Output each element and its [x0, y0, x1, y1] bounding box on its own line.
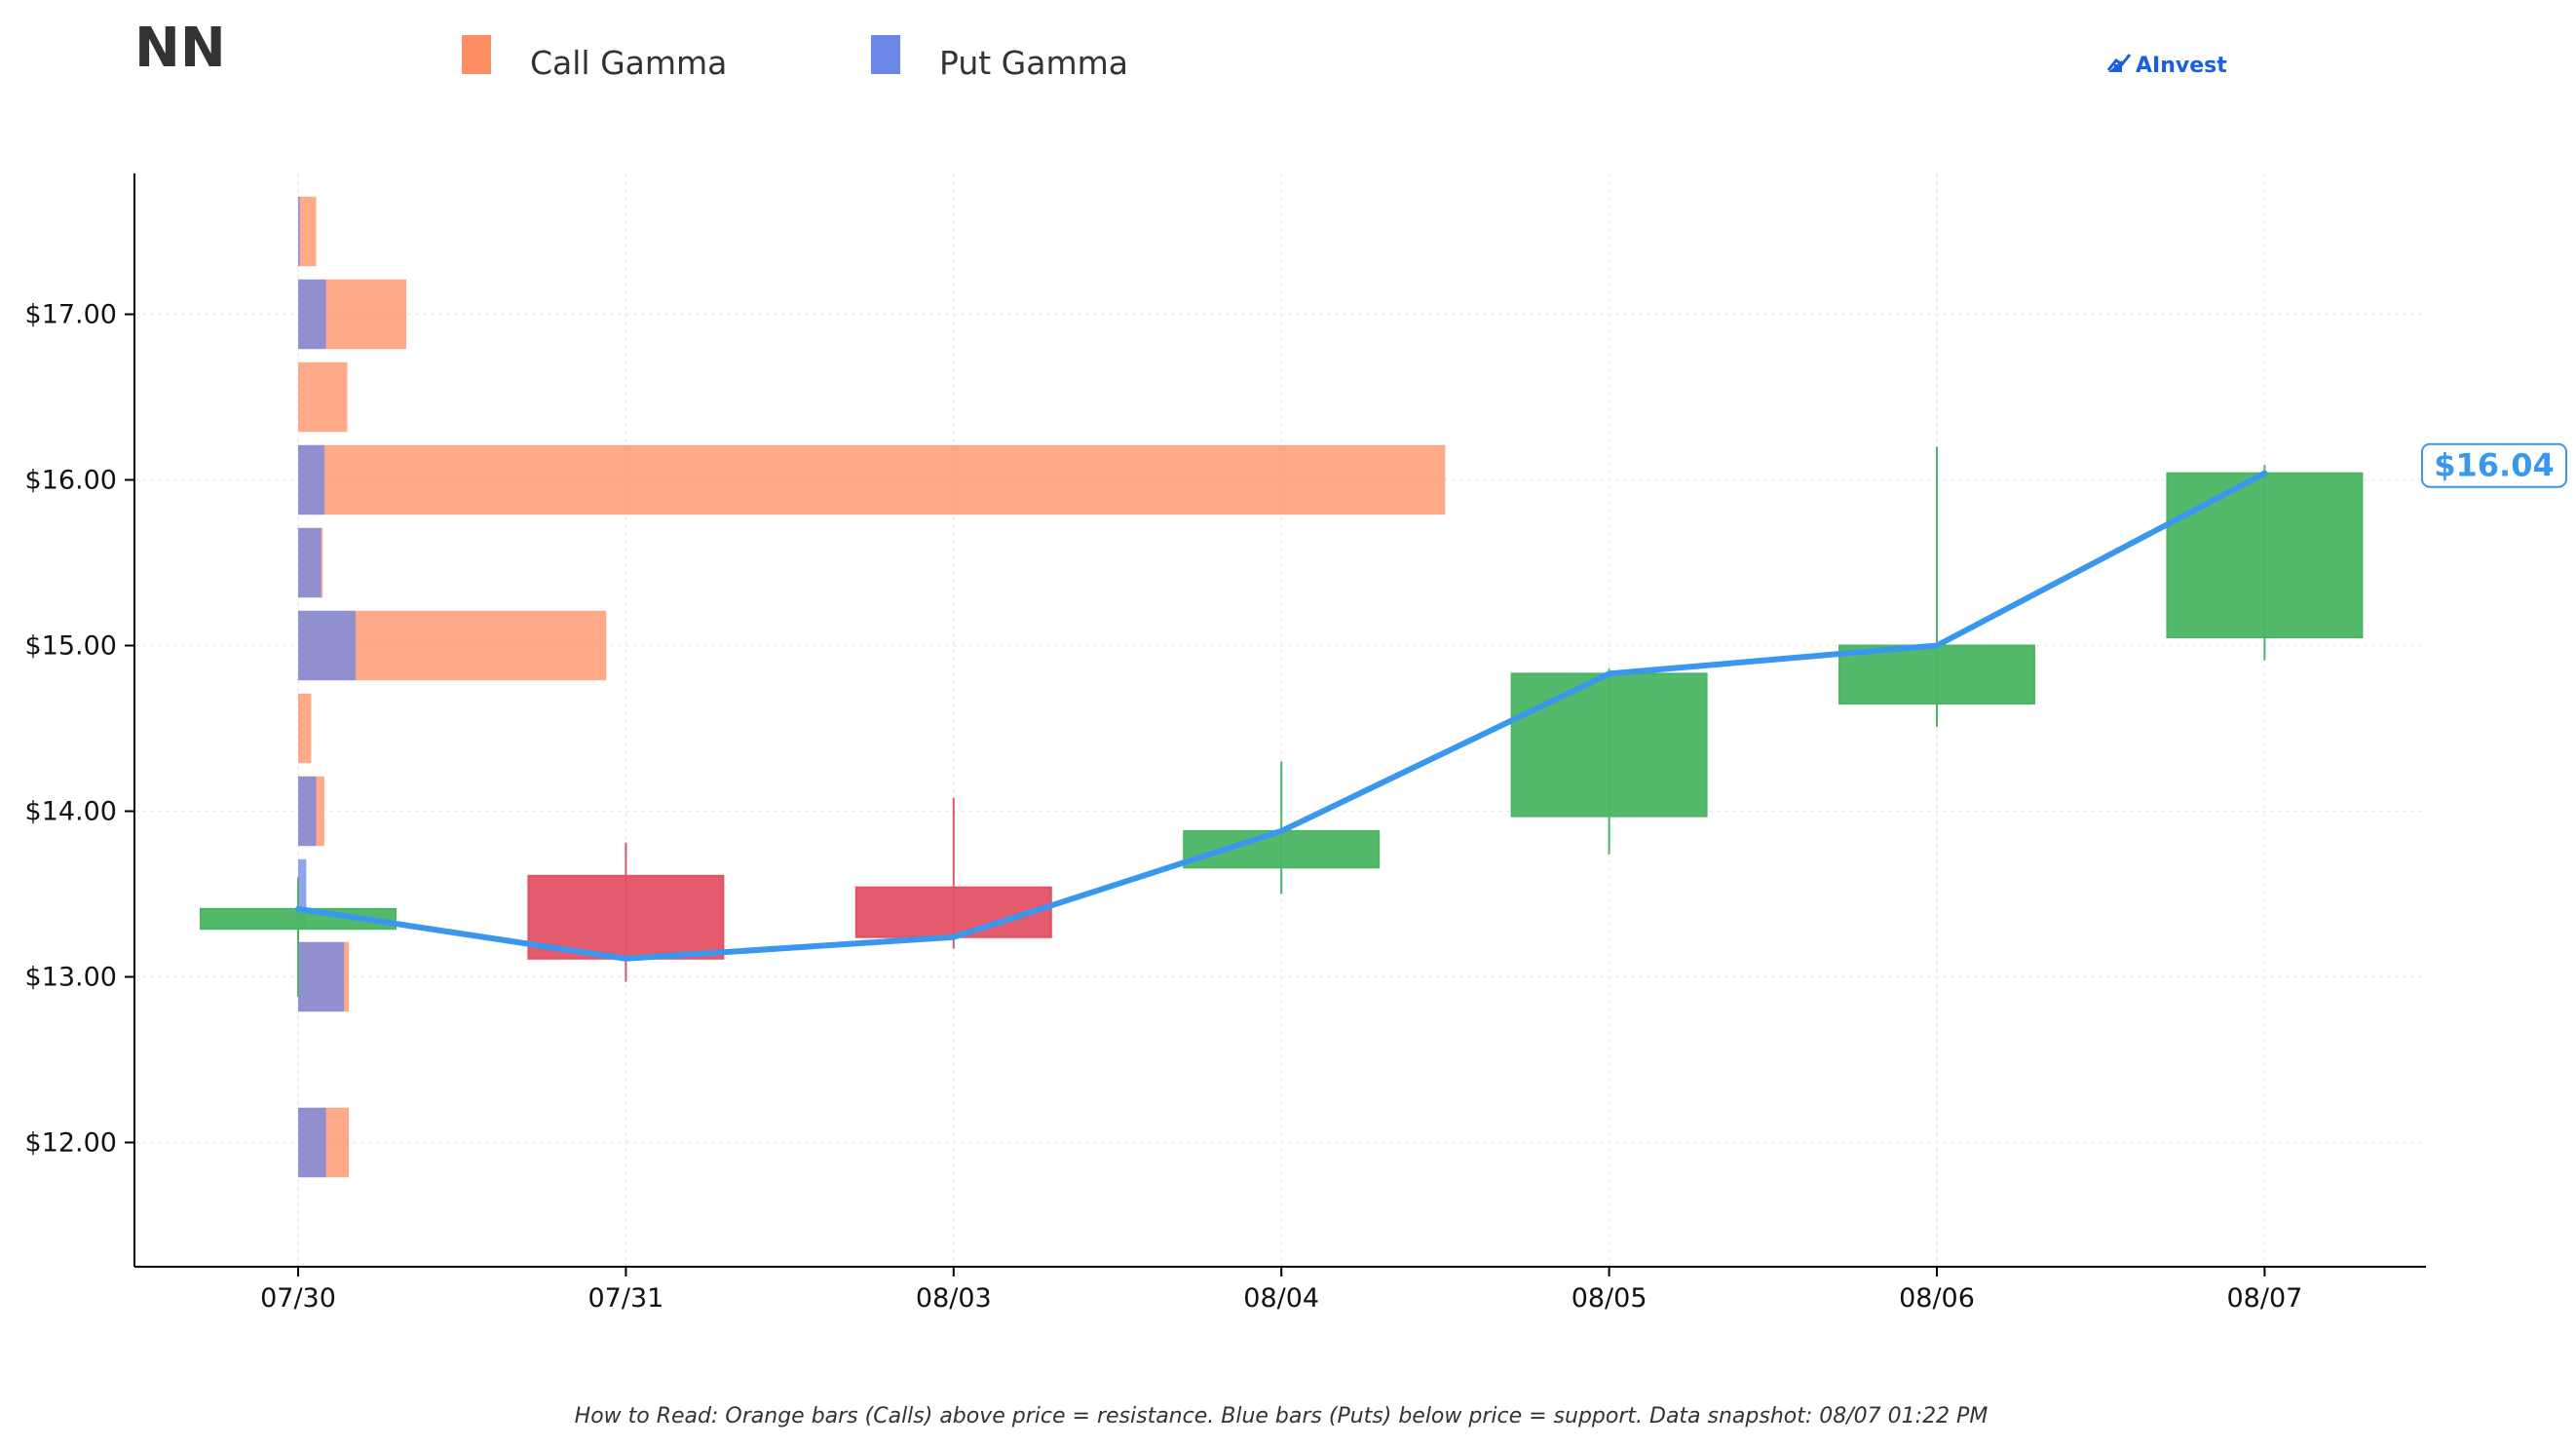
last-price-tag-box [2421, 442, 2567, 488]
ticker-title: NN [134, 17, 226, 80]
put-gamma-bar-3 [298, 444, 324, 515]
y-tick-label-5: $17.00 [25, 300, 117, 330]
candle-body-5 [1838, 644, 2035, 704]
grid-lines [134, 173, 2426, 1267]
last-price-tag: $16.04 [2421, 442, 2567, 488]
x-tick-label-2: 08/03 [916, 1283, 992, 1314]
chart-logo-icon [2106, 54, 2132, 72]
footnote: How to Read: Orange bars (Calls) above p… [575, 1404, 1989, 1428]
y-tick-label-0: $12.00 [25, 1128, 117, 1159]
x-tick-label-5: 08/06 [1899, 1283, 1975, 1314]
put-gamma-bar-8 [298, 858, 307, 930]
legend-label-put: Put Gamma [939, 44, 1128, 82]
call-gamma-bar-3 [298, 444, 1446, 515]
brand-name: AInvest [2136, 54, 2227, 78]
legend: Call Gamma Put Gamma [462, 35, 1128, 82]
candle-body-1 [527, 874, 725, 960]
y-tick-label-3: $15.00 [25, 631, 117, 662]
put-gamma-bar-4 [298, 527, 322, 598]
y-tick-label-4: $16.00 [25, 466, 117, 496]
candle-body-3 [1183, 829, 1381, 869]
put-gamma-bar-9 [298, 941, 345, 1012]
legend-swatch-put [871, 35, 900, 74]
y-tick-label-2: $14.00 [25, 797, 117, 827]
put-gamma-bar-1 [298, 279, 326, 350]
price-line [295, 470, 2268, 962]
call-gamma-bar-2 [298, 362, 348, 433]
brand-logo: AInvest [2106, 54, 2227, 78]
gamma-bars [298, 196, 1446, 1178]
legend-swatch-call [462, 35, 491, 74]
call-gamma-bar-0 [298, 196, 317, 267]
candles [200, 446, 2364, 997]
x-tick-label-3: 08/04 [1243, 1283, 1319, 1314]
call-gamma-bar-6 [298, 693, 312, 764]
put-gamma-bar-0 [298, 196, 300, 267]
x-tick-label-0: 07/30 [260, 1283, 336, 1314]
x-tick-label-4: 08/05 [1572, 1283, 1648, 1314]
last-price-tag-label: $16.04 [2434, 447, 2554, 484]
axes: $12.00 $13.00 $14.00 $15.00 $16.00 $17.00 07/3… [25, 173, 2426, 1314]
put-gamma-bar-7 [298, 776, 317, 847]
legend-label-call: Call Gamma [530, 44, 727, 82]
candle-body-6 [2166, 472, 2364, 639]
candle-body-4 [1510, 672, 1708, 818]
y-tick-label-1: $13.00 [25, 963, 117, 993]
put-gamma-bar-10 [298, 1107, 326, 1178]
x-tick-label-6: 08/07 [2226, 1283, 2302, 1314]
price-line-layer [295, 470, 2268, 962]
x-tick-label-1: 07/31 [587, 1283, 663, 1314]
put-gamma-bar-5 [298, 610, 356, 681]
